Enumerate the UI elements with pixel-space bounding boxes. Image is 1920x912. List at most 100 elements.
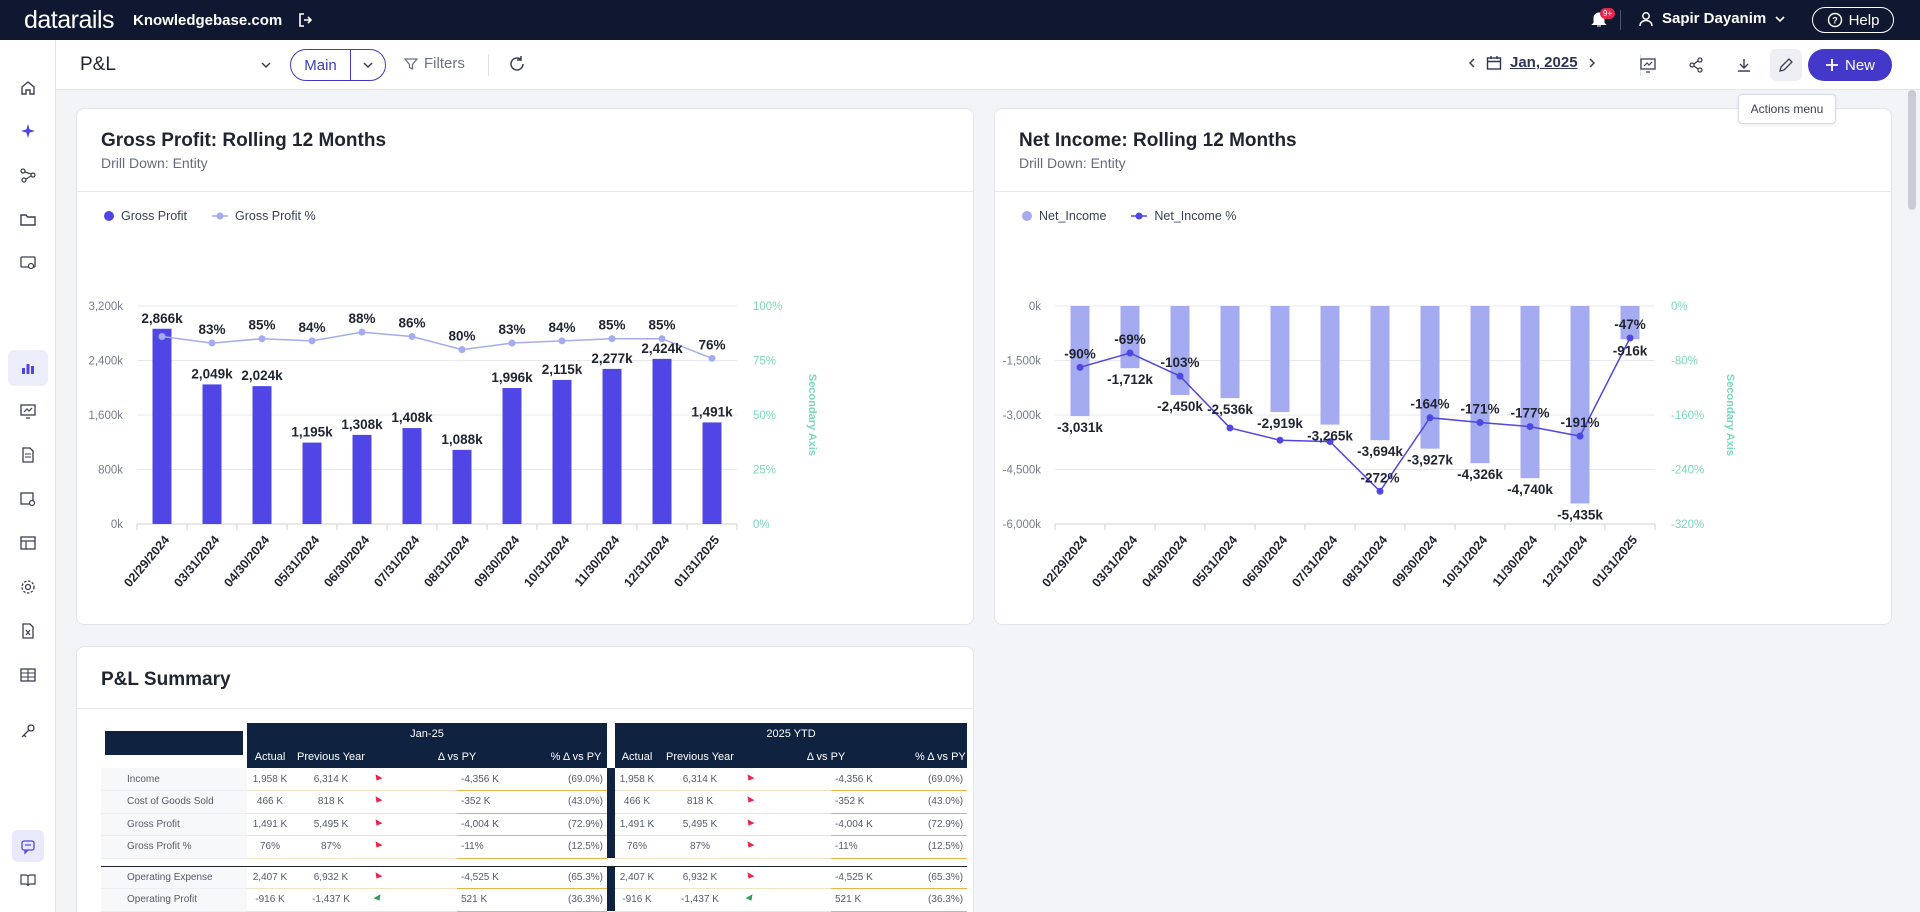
chevron-left-icon[interactable]	[1466, 57, 1478, 69]
page-scrollbar[interactable]	[1908, 90, 1916, 210]
notifications-button[interactable]: 9+	[1590, 8, 1616, 33]
chevron-right-icon[interactable]	[1586, 57, 1598, 69]
network-icon[interactable]	[18, 165, 38, 185]
toolbar-divider	[488, 54, 489, 76]
table-row[interactable]: Cost of Goods Sold 466 K 818 K -352 K (43.0%…	[101, 790, 968, 814]
new-button[interactable]: New	[1808, 49, 1892, 81]
bar	[202, 384, 222, 524]
legend-label: Net_Income	[1039, 209, 1107, 223]
grid-icon[interactable]	[18, 665, 38, 685]
previous-year-value: 87%	[659, 835, 741, 859]
logout-icon[interactable]	[296, 10, 316, 30]
line-point	[408, 333, 416, 341]
row-label: Operating Profit	[101, 888, 247, 912]
gross-profit-legend: Gross Profit Gross Profit %	[103, 209, 316, 223]
legend-item-net-income[interactable]: Net_Income	[1021, 209, 1106, 223]
x-tick-label: 07/31/2024	[1289, 533, 1340, 590]
bar-data-label: -4,740k	[1507, 482, 1553, 497]
view-label[interactable]: Main	[291, 50, 351, 80]
bar-data-label: -3,694k	[1357, 444, 1403, 459]
legend-item-gross-profit-pct[interactable]: Gross Profit %	[211, 209, 316, 223]
legend-item-net-income-pct[interactable]: Net_Income %	[1130, 209, 1236, 223]
refresh-icon[interactable]	[508, 55, 526, 78]
sparkle-icon[interactable]	[18, 121, 38, 141]
page-title: P&L	[80, 54, 116, 75]
trend-arrow	[369, 835, 457, 859]
pencil-icon[interactable]	[1776, 55, 1796, 75]
chevron-down-icon	[1775, 15, 1785, 22]
help-button[interactable]: ? Help	[1812, 7, 1894, 33]
presentation-icon[interactable]	[18, 401, 38, 421]
datarails-logo[interactable]: datarails	[24, 6, 115, 34]
user-name: Sapir Dayanim	[1662, 10, 1767, 27]
column-gap	[607, 888, 615, 911]
report-settings-icon[interactable]	[18, 489, 38, 509]
legend-item-gross-profit[interactable]: Gross Profit	[103, 209, 187, 223]
column-header: % Δ vs PY	[545, 745, 607, 768]
pct-delta-value: (36.3%)	[911, 888, 968, 912]
x-tick-label: 12/31/2024	[1539, 533, 1590, 590]
line-point	[158, 333, 166, 341]
trend-arrow	[741, 813, 831, 836]
book-icon[interactable]	[18, 870, 38, 890]
home-icon[interactable]	[18, 78, 38, 98]
y2-tick-label: -160%	[1671, 410, 1704, 422]
bar	[552, 379, 572, 524]
key-icon[interactable]	[18, 721, 38, 741]
share-icon[interactable]	[1686, 55, 1706, 75]
excel-file-icon[interactable]	[18, 621, 38, 641]
y2-tick-label: 0%	[1671, 301, 1688, 313]
view-selector[interactable]: Main	[290, 49, 386, 81]
filters-button[interactable]: Filters	[404, 55, 465, 72]
column-header: Actual	[247, 745, 293, 768]
bar-chart-icon[interactable]	[18, 358, 38, 378]
date-label[interactable]: Jan, 2025	[1510, 54, 1578, 71]
line-data-label: 80%	[448, 329, 475, 344]
topbar-divider	[1620, 10, 1621, 30]
new-label: New	[1844, 56, 1875, 74]
presentation-icon[interactable]	[1638, 55, 1658, 75]
pct-delta-value: (72.9%)	[911, 813, 968, 836]
actual-value: 466 K	[615, 790, 659, 814]
table-row[interactable]: Operating Profit -916 K -1,437 K 521 K (36.3…	[101, 888, 968, 912]
line-point	[1126, 349, 1134, 357]
y-tick-label: 3,200k	[88, 301, 123, 313]
top-bar: datarails Knowledgebase.com 9+ Sapir Day…	[0, 0, 1920, 40]
chevron-down-icon[interactable]	[351, 50, 385, 80]
line-data-label: -47%	[1614, 317, 1646, 332]
table-row[interactable]: Income 1,958 K 6,314 K -4,356 K (69.0%) 1,958…	[101, 768, 968, 791]
sidebar	[0, 40, 56, 912]
download-icon[interactable]	[1734, 55, 1754, 75]
table-row[interactable]: Operating Expense 2,407 K 6,932 K -4,525 K(…	[101, 866, 968, 889]
bar	[1570, 306, 1590, 504]
page-toolbar: P&L Main Filters Jan, 2025 New	[56, 40, 1920, 90]
card-divider	[995, 191, 1891, 192]
document-icon[interactable]	[18, 445, 38, 465]
table-layout-icon[interactable]	[18, 533, 38, 553]
gear-icon[interactable]	[18, 577, 38, 597]
chat-icon[interactable]	[18, 837, 38, 857]
y2-tick-label: 0%	[753, 519, 770, 531]
gross-profit-title: Gross Profit: Rolling 12 Months	[101, 130, 387, 151]
calendar-icon[interactable]	[1486, 55, 1502, 71]
folder-icon[interactable]	[18, 209, 38, 229]
x-tick-label: 08/31/2024	[1339, 533, 1390, 590]
delta-value: -11%	[457, 835, 545, 859]
y-tick-label: 1,600k	[88, 410, 123, 422]
trend-up-icon	[373, 894, 381, 901]
table-row[interactable]: Gross Profit % 76% 87% -11% (12.5%) 76% 87% -11…	[101, 835, 968, 859]
chevron-down-icon[interactable]	[260, 58, 272, 76]
x-tick-label: 07/31/2024	[371, 533, 422, 590]
user-menu[interactable]: Sapir Dayanim	[1638, 10, 1786, 27]
table-row[interactable]: Gross Profit 1,491 K 5,495 K -4,004 K (72.9%…	[101, 813, 968, 836]
line-point	[658, 335, 666, 343]
actual-value: -916 K	[615, 888, 659, 912]
actions-menu-button[interactable]	[1770, 49, 1802, 81]
bar	[1170, 306, 1190, 396]
monitor-settings-icon[interactable]	[18, 253, 38, 273]
series-line	[161, 331, 713, 360]
line-point	[508, 339, 516, 347]
actual-value: 1,958 K	[615, 768, 659, 791]
line-point	[1376, 487, 1384, 495]
bar-data-label: 2,866k	[141, 311, 183, 326]
